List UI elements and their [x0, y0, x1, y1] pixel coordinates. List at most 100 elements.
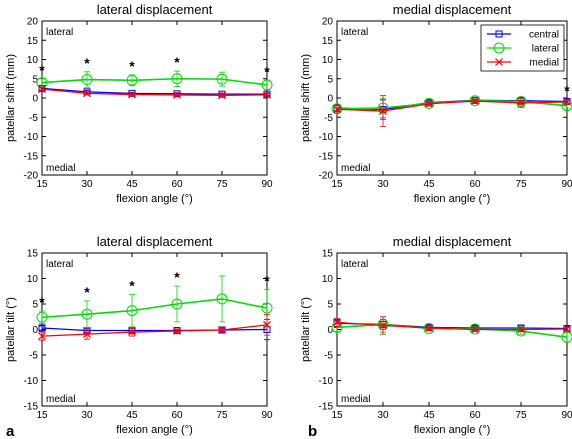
y-tick-label: 5: [32, 74, 38, 85]
data-point: [126, 305, 138, 317]
series-medial: [333, 95, 571, 127]
data-point: [38, 332, 46, 341]
series-lateral: [36, 70, 273, 91]
y-tick-label: 15: [322, 36, 334, 47]
x-tick-label: 60: [171, 410, 183, 421]
y-tick-label: 15: [27, 249, 39, 260]
panel-label-b: b: [308, 423, 317, 439]
legend: central lateral medial: [480, 24, 565, 72]
x-tick-label: 75: [515, 410, 527, 421]
significance-marker: *: [39, 294, 45, 310]
data-point: [218, 91, 226, 100]
x-tick-label: 75: [216, 410, 228, 421]
data-point: [171, 298, 183, 310]
series-medial: [38, 314, 271, 341]
significance-marker: *: [84, 55, 90, 71]
y-tick-label: 15: [322, 249, 334, 260]
y-tick-label: -10: [319, 132, 334, 143]
legend-marker: [495, 58, 503, 66]
y-tick-label: 0: [327, 325, 333, 336]
y-tick-label: 10: [27, 55, 39, 66]
data-point: [425, 324, 433, 332]
side-label-lateral: lateral: [341, 259, 368, 270]
x-tick-label: 60: [469, 179, 481, 190]
y-tick-label: -5: [324, 113, 333, 124]
y-tick-label: 15: [27, 36, 39, 47]
x-axis-label: flexion angle (°): [414, 193, 491, 205]
data-point: [83, 89, 91, 98]
y-axis-label: patellar shift (mm): [300, 54, 312, 142]
data-point: [379, 321, 387, 330]
data-point: [333, 105, 341, 114]
legend-marker: [495, 30, 503, 38]
x-tick-label: 45: [423, 410, 435, 421]
x-tick-label: 45: [126, 410, 138, 421]
series-line: [41, 324, 268, 337]
chart-title: lateral displacement: [97, 2, 213, 17]
y-tick-label: 20: [27, 17, 39, 28]
y-tick-label: -15: [24, 402, 39, 413]
data-point: [379, 107, 387, 116]
y-tick-label: 20: [322, 17, 334, 28]
x-tick-label: 75: [216, 179, 228, 190]
x-axis-label: flexion angle (°): [414, 424, 491, 436]
y-axis-label: patellar shift (mm): [5, 54, 17, 142]
x-tick-label: 45: [423, 179, 435, 190]
data-point: [517, 99, 525, 107]
data-point: [126, 74, 138, 86]
chart-title: lateral displacement: [97, 234, 213, 249]
legend-marker: [493, 42, 505, 54]
x-tick-label: 30: [377, 179, 389, 190]
x-axis-label: flexion angle (°): [116, 424, 193, 436]
y-tick-label: 5: [327, 74, 333, 85]
x-tick-label: 15: [331, 410, 343, 421]
data-point: [261, 79, 273, 91]
data-point: [173, 90, 181, 99]
x-tick-label: 90: [561, 410, 572, 421]
significance-marker: *: [174, 269, 180, 285]
data-point: [216, 293, 228, 305]
y-axis-label: patellar tilt (°): [300, 297, 312, 362]
data-point: [171, 73, 183, 85]
x-tick-label: 45: [126, 179, 138, 190]
data-point: [38, 324, 46, 332]
chart-title: medial displacement: [393, 2, 512, 17]
data-point: [425, 99, 433, 108]
data-point: [261, 302, 273, 314]
data-point: [83, 330, 91, 339]
data-point: [173, 327, 181, 335]
x-tick-label: 90: [261, 179, 273, 190]
x-tick-label: 75: [515, 179, 527, 190]
x-tick-label: 30: [81, 410, 93, 421]
data-point: [128, 328, 136, 336]
y-tick-label: -5: [29, 113, 38, 124]
x-tick-label: 15: [36, 410, 48, 421]
y-tick-label: 0: [32, 325, 38, 336]
series-line: [41, 88, 268, 96]
chart-panel-1: lateral displacement -20 -15 -10 -5 0 5 10 15 20 1…: [5, 2, 273, 205]
y-tick-label: -10: [319, 376, 334, 387]
panel-label-a: a: [6, 423, 15, 439]
significance-marker: *: [564, 83, 570, 99]
significance-marker: *: [174, 54, 180, 70]
data-point: [263, 320, 271, 329]
series-line: [336, 100, 568, 112]
series-line: [41, 87, 267, 95]
side-label-medial: medial: [46, 163, 75, 174]
side-label-medial: medial: [341, 163, 370, 174]
y-tick-label: 10: [322, 274, 334, 285]
y-tick-label: 5: [32, 300, 38, 311]
x-tick-label: 15: [331, 179, 343, 190]
y-tick-label: 5: [327, 300, 333, 311]
y-tick-label: 0: [327, 94, 333, 105]
data-point: [471, 97, 479, 106]
plot-area: [41, 20, 268, 176]
y-tick-label: -5: [324, 351, 333, 362]
x-tick-label: 60: [469, 410, 481, 421]
y-tick-label: -15: [319, 151, 334, 162]
series-line: [41, 327, 268, 332]
chart-panel-3: lateral displacement -15 -10 -5 0 5 10 15 15 30 45…: [5, 234, 273, 436]
chart-panel-4: medial displacement -15 -10 -5 0 5 10 15 15 30 45 6…: [300, 234, 572, 436]
data-point: [81, 74, 93, 86]
